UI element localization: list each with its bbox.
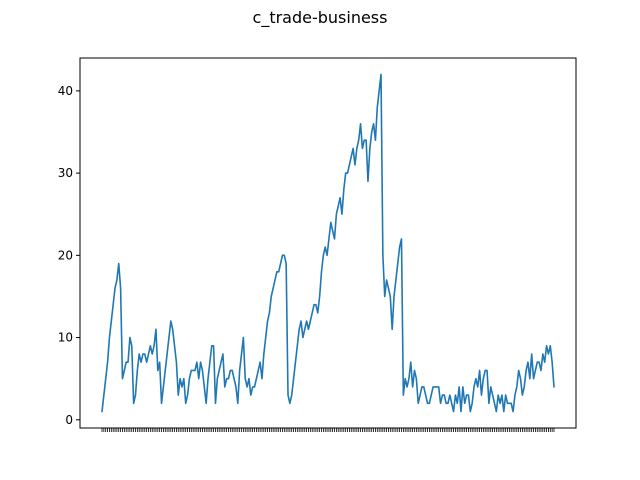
y-tick-label: 30	[58, 166, 73, 180]
plot-frame	[79, 57, 577, 429]
y-tick-label: 10	[58, 331, 73, 345]
chart-title: c_trade-business	[252, 8, 388, 27]
y-tick-label: 40	[58, 84, 73, 98]
plot-series	[101, 73, 555, 413]
y-tick-label: 0	[65, 413, 73, 427]
y-tick-label: 20	[58, 248, 73, 262]
x-axis	[101, 428, 555, 432]
series-line	[101, 73, 555, 413]
y-axis: 0 10 20 30 40	[58, 84, 80, 427]
